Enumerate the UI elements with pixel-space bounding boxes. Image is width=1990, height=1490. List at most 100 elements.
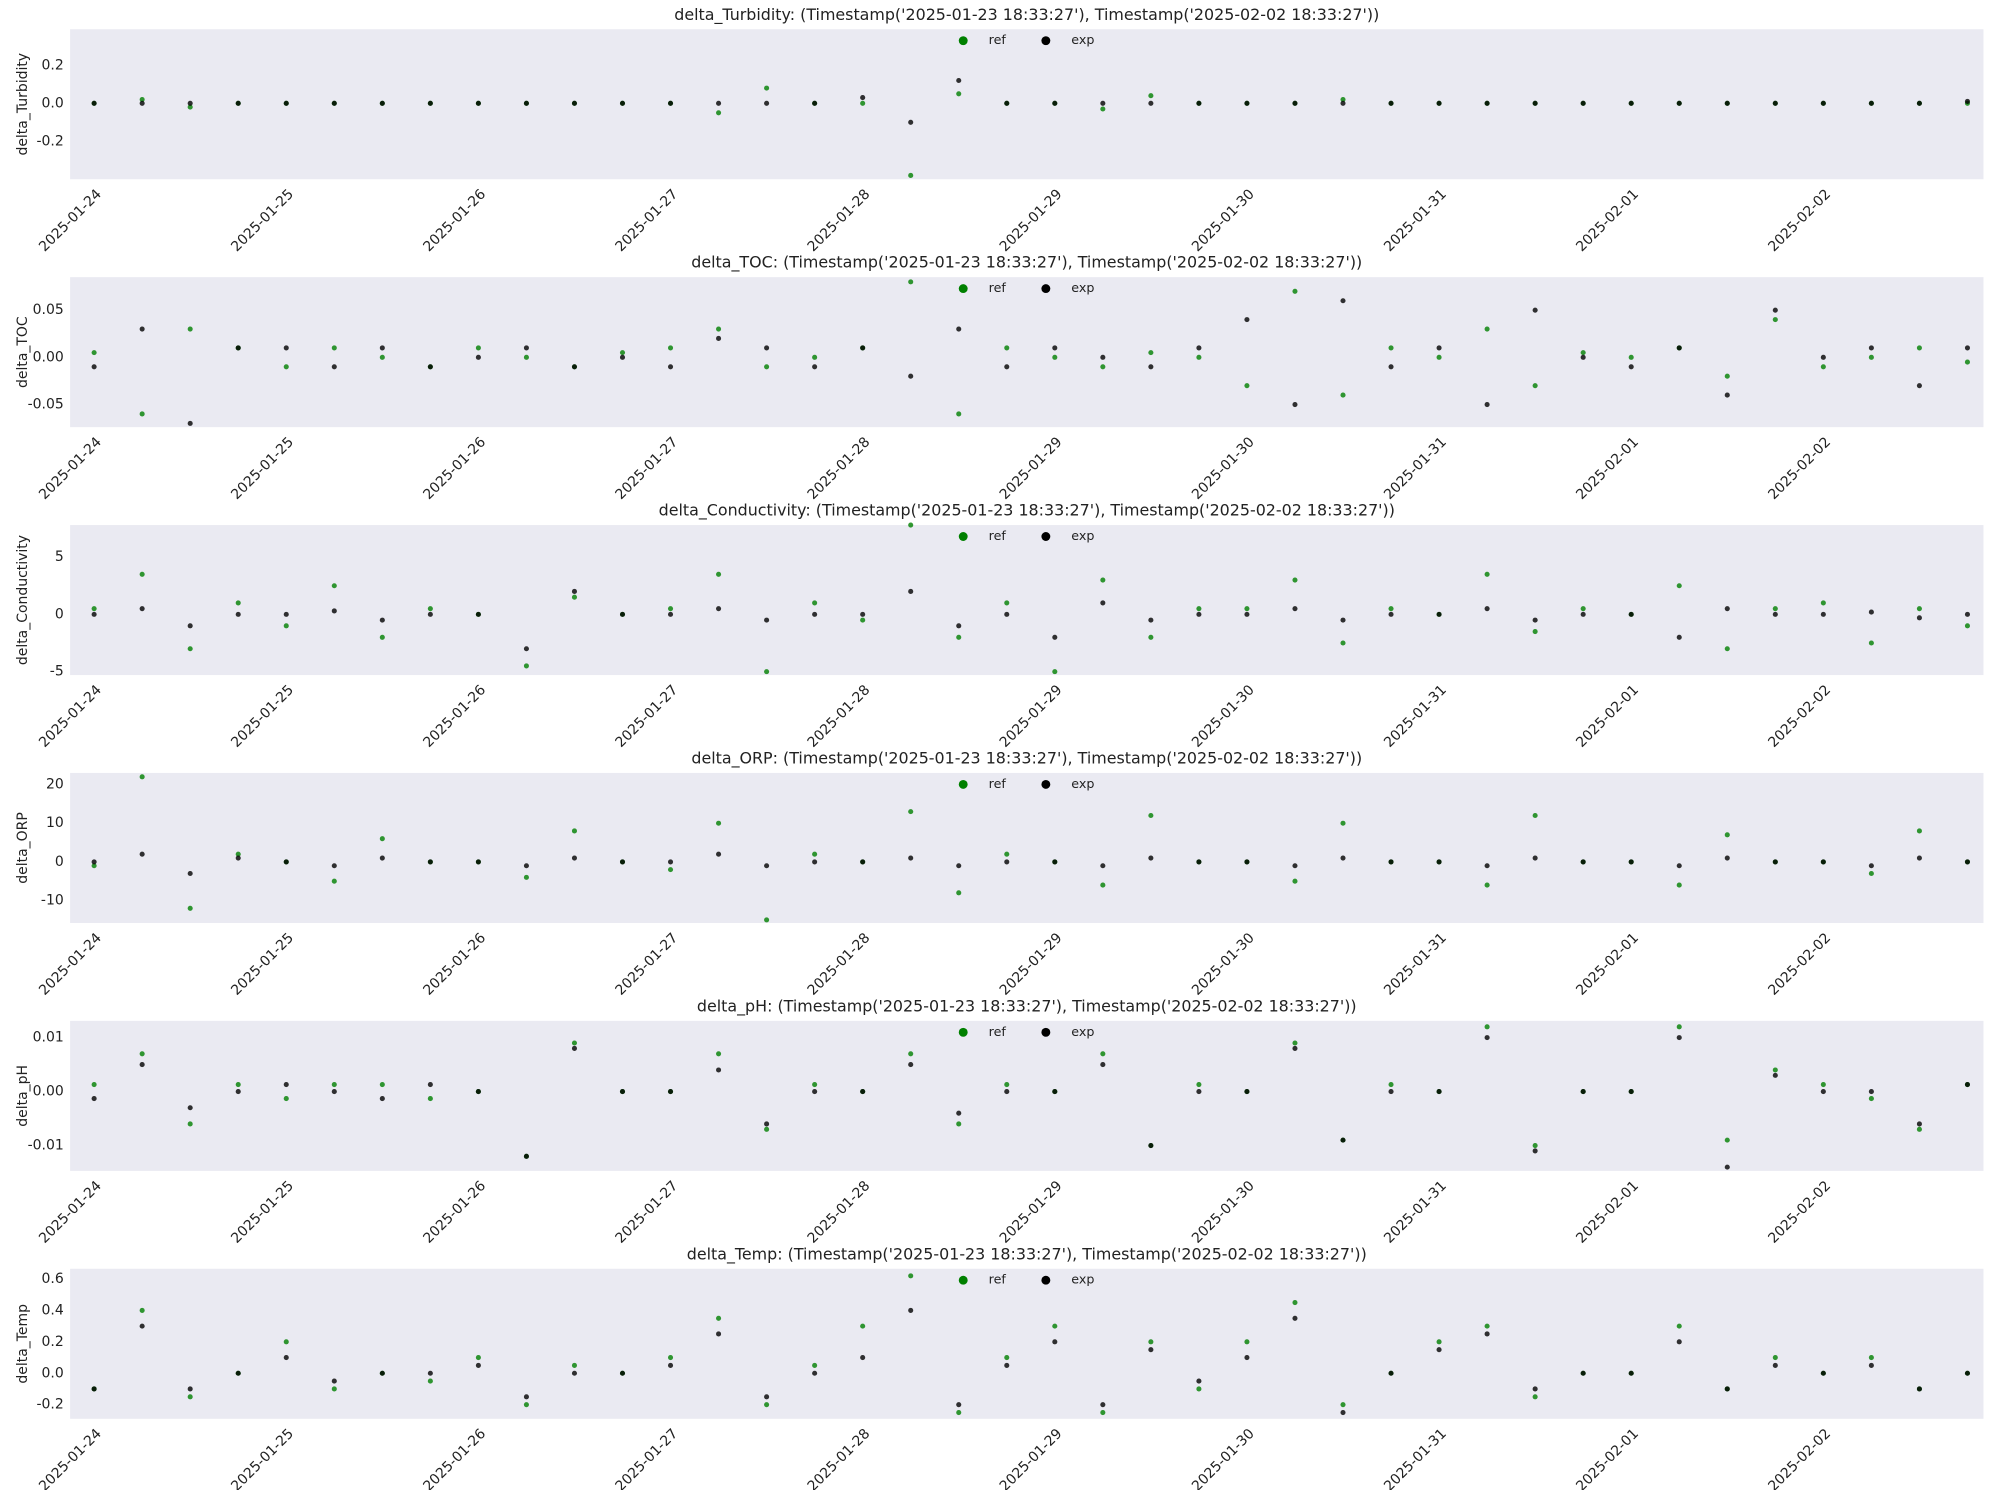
point [716, 606, 722, 612]
point [331, 1386, 337, 1392]
point [1340, 298, 1346, 304]
legend-label: ref [989, 32, 1007, 47]
x-tick-label: 2025-01-28 [805, 682, 874, 751]
point [1772, 307, 1778, 313]
legend-label: exp [1071, 776, 1094, 791]
point [523, 663, 529, 669]
point [379, 100, 385, 106]
point [1292, 863, 1298, 869]
x-tick-label: 2025-01-31 [1381, 1426, 1450, 1490]
point [1436, 1089, 1442, 1095]
point [571, 588, 578, 595]
legend-label: ref [989, 776, 1007, 791]
point [475, 100, 481, 106]
point [91, 859, 97, 865]
point [619, 1370, 626, 1376]
point [619, 611, 626, 617]
point [860, 100, 866, 106]
point [1532, 1148, 1538, 1154]
point [427, 606, 433, 612]
y-axis-label: delta_pH [15, 1065, 31, 1127]
legend: ref exp [958, 32, 1094, 47]
point [764, 364, 770, 370]
point [1292, 1040, 1298, 1046]
point [91, 863, 97, 869]
point [764, 100, 770, 106]
point [1964, 611, 1970, 617]
point [1676, 100, 1682, 106]
x-tick-label: 2025-01-25 [228, 1178, 297, 1247]
x-tick-label: 2025-01-25 [228, 1426, 297, 1490]
x-tick-label: 2025-01-29 [997, 1426, 1066, 1490]
point [1244, 1089, 1250, 1095]
point [1820, 1082, 1826, 1088]
point [91, 606, 97, 612]
y-tick-label: 0.2 [42, 1334, 64, 1350]
point [1004, 600, 1010, 606]
point [1148, 812, 1154, 819]
point [1916, 1126, 1922, 1132]
point [1580, 859, 1586, 865]
point [187, 1386, 193, 1392]
point [1580, 350, 1586, 356]
y-axis-label: delta_ORP [15, 812, 31, 883]
point [619, 859, 626, 865]
point [235, 855, 241, 861]
x-tick-label: 2025-01-28 [805, 1426, 874, 1490]
point [716, 851, 722, 857]
point [908, 373, 914, 379]
point [812, 600, 818, 606]
point [860, 1323, 866, 1329]
point [523, 874, 529, 880]
point [956, 91, 962, 97]
point [1436, 354, 1442, 360]
point [475, 859, 481, 865]
y-tick-label: -0.2 [36, 133, 63, 149]
point [860, 345, 866, 351]
point [1196, 1378, 1202, 1384]
point [716, 571, 722, 577]
point [908, 588, 914, 595]
point [1532, 629, 1538, 635]
x-tick-label: 2025-02-02 [1765, 1426, 1834, 1490]
point [1676, 583, 1682, 589]
point [187, 905, 193, 911]
point [1916, 100, 1922, 106]
point [1580, 354, 1586, 360]
x-tick-label: 2025-01-29 [997, 186, 1066, 255]
point [1628, 100, 1634, 106]
legend-marker [1041, 1275, 1051, 1285]
point [1868, 354, 1874, 360]
point [1772, 1072, 1778, 1078]
point [908, 522, 914, 528]
point [1676, 1035, 1682, 1041]
x-tick-label: 2025-02-01 [1573, 930, 1642, 999]
point [812, 1362, 818, 1368]
point [1868, 1354, 1874, 1361]
point [1148, 1142, 1154, 1149]
point [812, 859, 818, 865]
x-tick-label: 2025-01-26 [420, 1426, 489, 1490]
point [1532, 812, 1538, 819]
point [956, 623, 962, 629]
point [1532, 617, 1538, 623]
point [1820, 364, 1826, 370]
legend-label: exp [1071, 32, 1094, 47]
point [1724, 1386, 1730, 1392]
point [91, 350, 97, 356]
point [1340, 820, 1346, 826]
point [1676, 1339, 1682, 1345]
point [956, 863, 962, 869]
point [1004, 100, 1010, 106]
point [956, 411, 962, 417]
point [1340, 1137, 1346, 1143]
legend-label: ref [989, 1024, 1007, 1039]
point [860, 859, 866, 865]
point [91, 1386, 97, 1392]
point [1628, 354, 1634, 360]
point [956, 1121, 962, 1127]
point [331, 1089, 337, 1095]
point [523, 646, 529, 652]
point [1724, 1137, 1730, 1143]
x-tick-label: 2025-02-01 [1573, 1426, 1642, 1490]
